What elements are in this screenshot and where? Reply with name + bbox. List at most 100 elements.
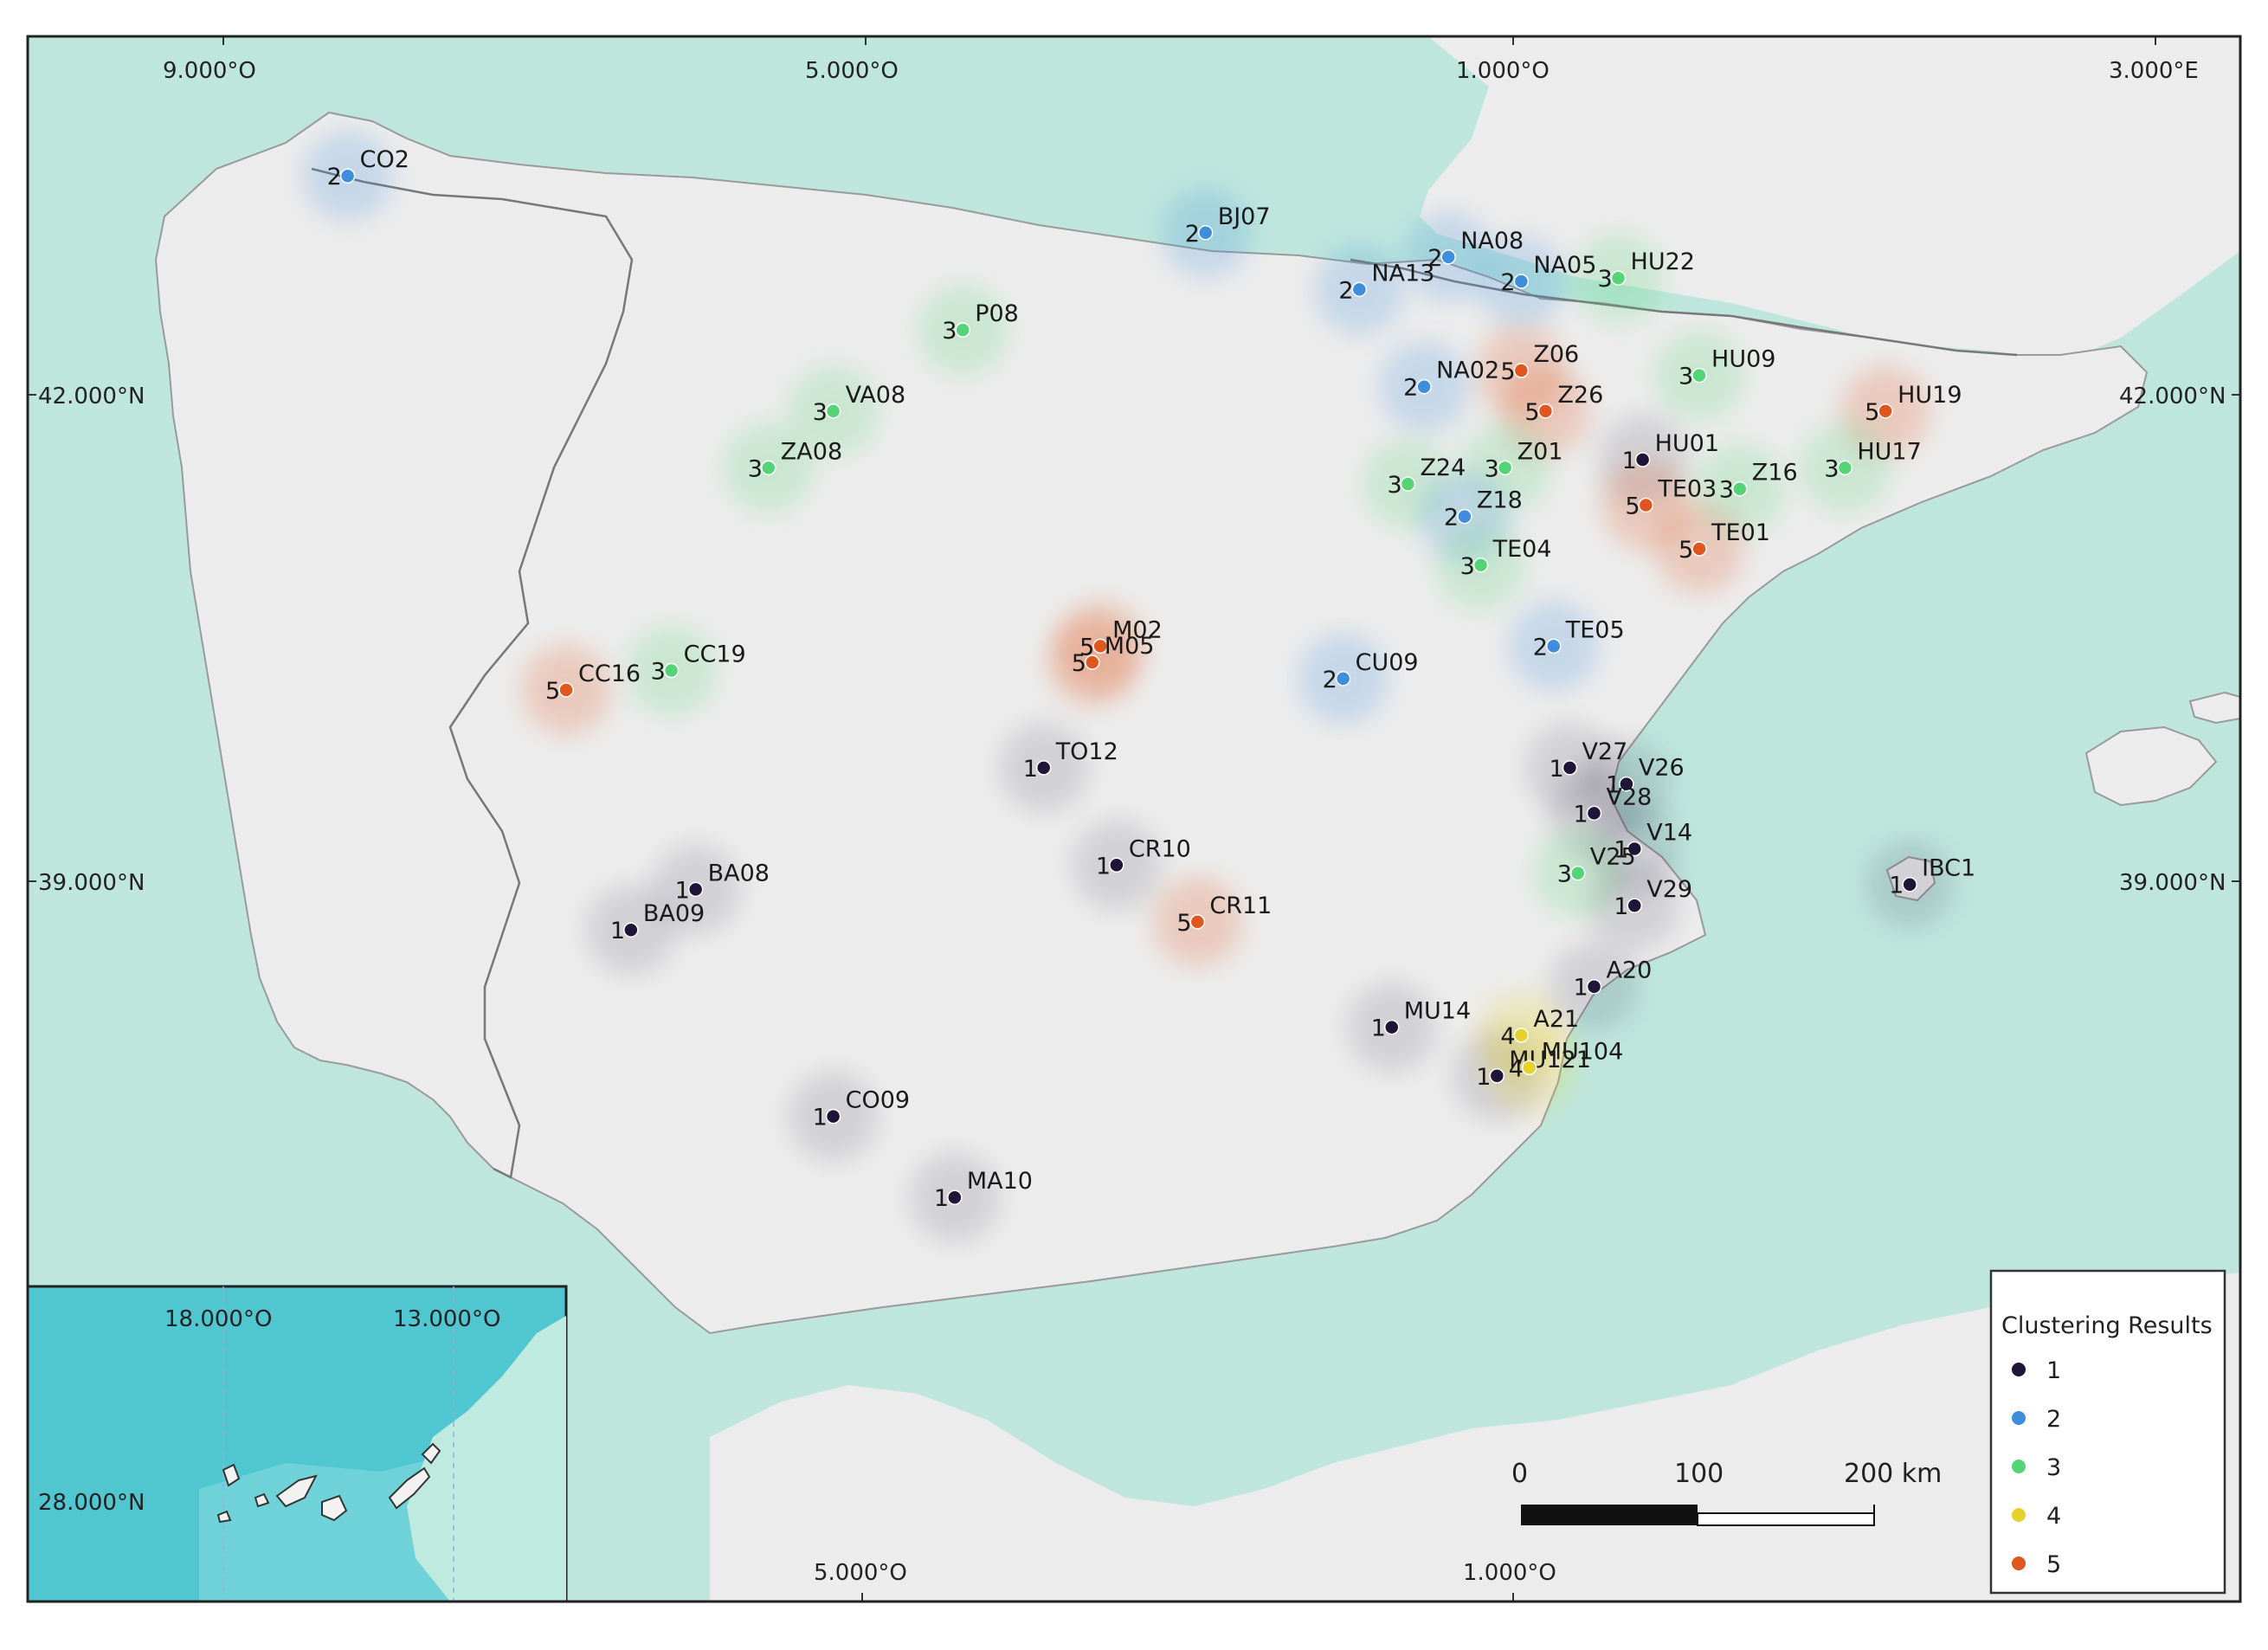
inset-top-axis-label: 13.000°O xyxy=(393,1306,500,1332)
site-id-label: P08 xyxy=(975,300,1019,327)
site-id-label: TE05 xyxy=(1565,616,1625,643)
legend-swatch xyxy=(2012,1508,2026,1522)
site-cluster-number: 1 xyxy=(1614,893,1628,920)
site-cluster-number: 3 xyxy=(1557,861,1572,888)
site-marker[interactable] xyxy=(1189,914,1206,930)
site-marker[interactable] xyxy=(1513,274,1530,289)
site-cluster-number: 3 xyxy=(1485,455,1499,482)
site-marker[interactable] xyxy=(1513,1028,1530,1043)
scale-bar-label: 100 xyxy=(1674,1459,1724,1489)
site-marker[interactable] xyxy=(1627,841,1642,857)
site-marker[interactable] xyxy=(1489,1068,1505,1084)
site-id-label: V28 xyxy=(1607,783,1653,810)
site-marker[interactable] xyxy=(1472,558,1489,573)
site-marker-layer: 2CO22BJ072NA132NA082NA052NA023HU223P083V… xyxy=(327,146,1976,1516)
balearic-mallorca xyxy=(2084,725,2218,807)
site-marker[interactable] xyxy=(955,322,970,338)
site-marker[interactable] xyxy=(1562,760,1578,776)
site-cluster-number: 1 xyxy=(1614,837,1628,864)
site-cluster-number: 2 xyxy=(1500,269,1515,296)
site-marker[interactable] xyxy=(1085,654,1100,670)
site-cluster-number: 2 xyxy=(1427,245,1442,272)
site-marker[interactable] xyxy=(1521,1060,1537,1076)
site-marker[interactable] xyxy=(1092,638,1108,654)
legend-title: Clustering Results xyxy=(2001,1312,2213,1339)
site-marker[interactable] xyxy=(1457,508,1472,525)
site-marker[interactable] xyxy=(1610,270,1627,286)
site-marker[interactable] xyxy=(1570,865,1586,881)
site-marker[interactable] xyxy=(1440,249,1456,265)
site-cluster-number: 2 xyxy=(1323,667,1337,693)
site-id-label: BA08 xyxy=(708,860,770,886)
site-cluster-number: 1 xyxy=(675,877,690,904)
site-id-label: CC16 xyxy=(578,661,641,687)
site-marker[interactable] xyxy=(1400,476,1416,492)
site-marker[interactable] xyxy=(1035,760,1052,776)
site-id-label: IBC1 xyxy=(1922,855,1975,882)
site-marker[interactable] xyxy=(761,460,776,476)
graticule-layer xyxy=(28,36,2240,1602)
site-marker[interactable] xyxy=(1513,363,1530,378)
site-id-label: Z01 xyxy=(1517,438,1563,465)
site-marker[interactable] xyxy=(623,922,639,938)
site-id-label: Z26 xyxy=(1557,382,1603,409)
site-cluster-number: 1 xyxy=(1606,772,1620,799)
site-marker[interactable] xyxy=(1197,225,1214,241)
site-id-label: NA08 xyxy=(1460,228,1524,255)
site-marker[interactable] xyxy=(1732,480,1748,497)
site-cluster-number: 1 xyxy=(1574,801,1588,828)
site-marker[interactable] xyxy=(1351,281,1368,298)
site-cluster-number: 1 xyxy=(1371,1015,1386,1042)
site-marker[interactable] xyxy=(1384,1019,1400,1035)
site-marker[interactable] xyxy=(1638,497,1654,513)
site-marker[interactable] xyxy=(1416,378,1432,395)
site-id-label: CO09 xyxy=(846,1087,910,1114)
site-marker[interactable] xyxy=(1619,776,1634,792)
site-marker[interactable] xyxy=(687,881,704,898)
site-marker[interactable] xyxy=(1878,403,1893,419)
site-marker[interactable] xyxy=(825,403,841,419)
site-marker[interactable] xyxy=(1691,367,1707,383)
site-id-label: HU19 xyxy=(1898,382,1962,409)
site-id-label: A21 xyxy=(1533,1006,1579,1033)
site-cluster-number: 3 xyxy=(1678,364,1693,390)
site-cluster-number: 1 xyxy=(1889,873,1904,899)
site-cluster-number: 1 xyxy=(934,1185,949,1212)
site-marker[interactable] xyxy=(1586,978,1602,995)
site-marker[interactable] xyxy=(1691,541,1707,557)
site-cluster-number: 1 xyxy=(1549,756,1563,783)
scale-bar-label: 200 km xyxy=(1844,1459,1942,1489)
site-cluster-number: 3 xyxy=(813,399,828,426)
top-axis-label: 1.000°O xyxy=(1456,58,1550,84)
site-marker[interactable] xyxy=(1537,403,1554,419)
site-marker[interactable] xyxy=(1634,452,1651,467)
site-marker[interactable] xyxy=(1627,898,1642,913)
site-marker[interactable] xyxy=(1837,460,1853,476)
site-marker[interactable] xyxy=(663,662,680,679)
site-id-label: CR11 xyxy=(1209,893,1272,919)
site-cluster-number: 5 xyxy=(1500,358,1515,385)
site-marker[interactable] xyxy=(339,168,356,184)
site-cluster-number: 1 xyxy=(1096,853,1111,880)
site-id-label: M05 xyxy=(1105,633,1155,660)
legend-swatch xyxy=(2012,1557,2026,1570)
site-marker[interactable] xyxy=(1497,460,1513,476)
site-marker[interactable] xyxy=(1546,638,1562,654)
site-marker[interactable] xyxy=(825,1108,841,1125)
left-axis-label: 42.000°N xyxy=(38,383,145,409)
site-marker[interactable] xyxy=(1335,671,1351,686)
site-cluster-number: 3 xyxy=(651,659,666,686)
site-cluster-number: 2 xyxy=(1444,505,1459,532)
site-id-label: V26 xyxy=(1639,755,1685,782)
site-marker[interactable] xyxy=(1586,805,1602,822)
map-frame xyxy=(26,35,2242,1603)
site-marker[interactable] xyxy=(1902,876,1917,893)
site-id-label: M02 xyxy=(1112,616,1163,643)
scale-bar-label: 0 xyxy=(1511,1459,1528,1489)
site-cluster-number: 1 xyxy=(610,918,625,944)
site-marker[interactable] xyxy=(558,682,574,698)
site-marker[interactable] xyxy=(1109,857,1124,873)
site-cluster-number: 3 xyxy=(1824,455,1839,482)
site-id-label: Z06 xyxy=(1533,341,1579,368)
site-marker[interactable] xyxy=(947,1189,963,1205)
